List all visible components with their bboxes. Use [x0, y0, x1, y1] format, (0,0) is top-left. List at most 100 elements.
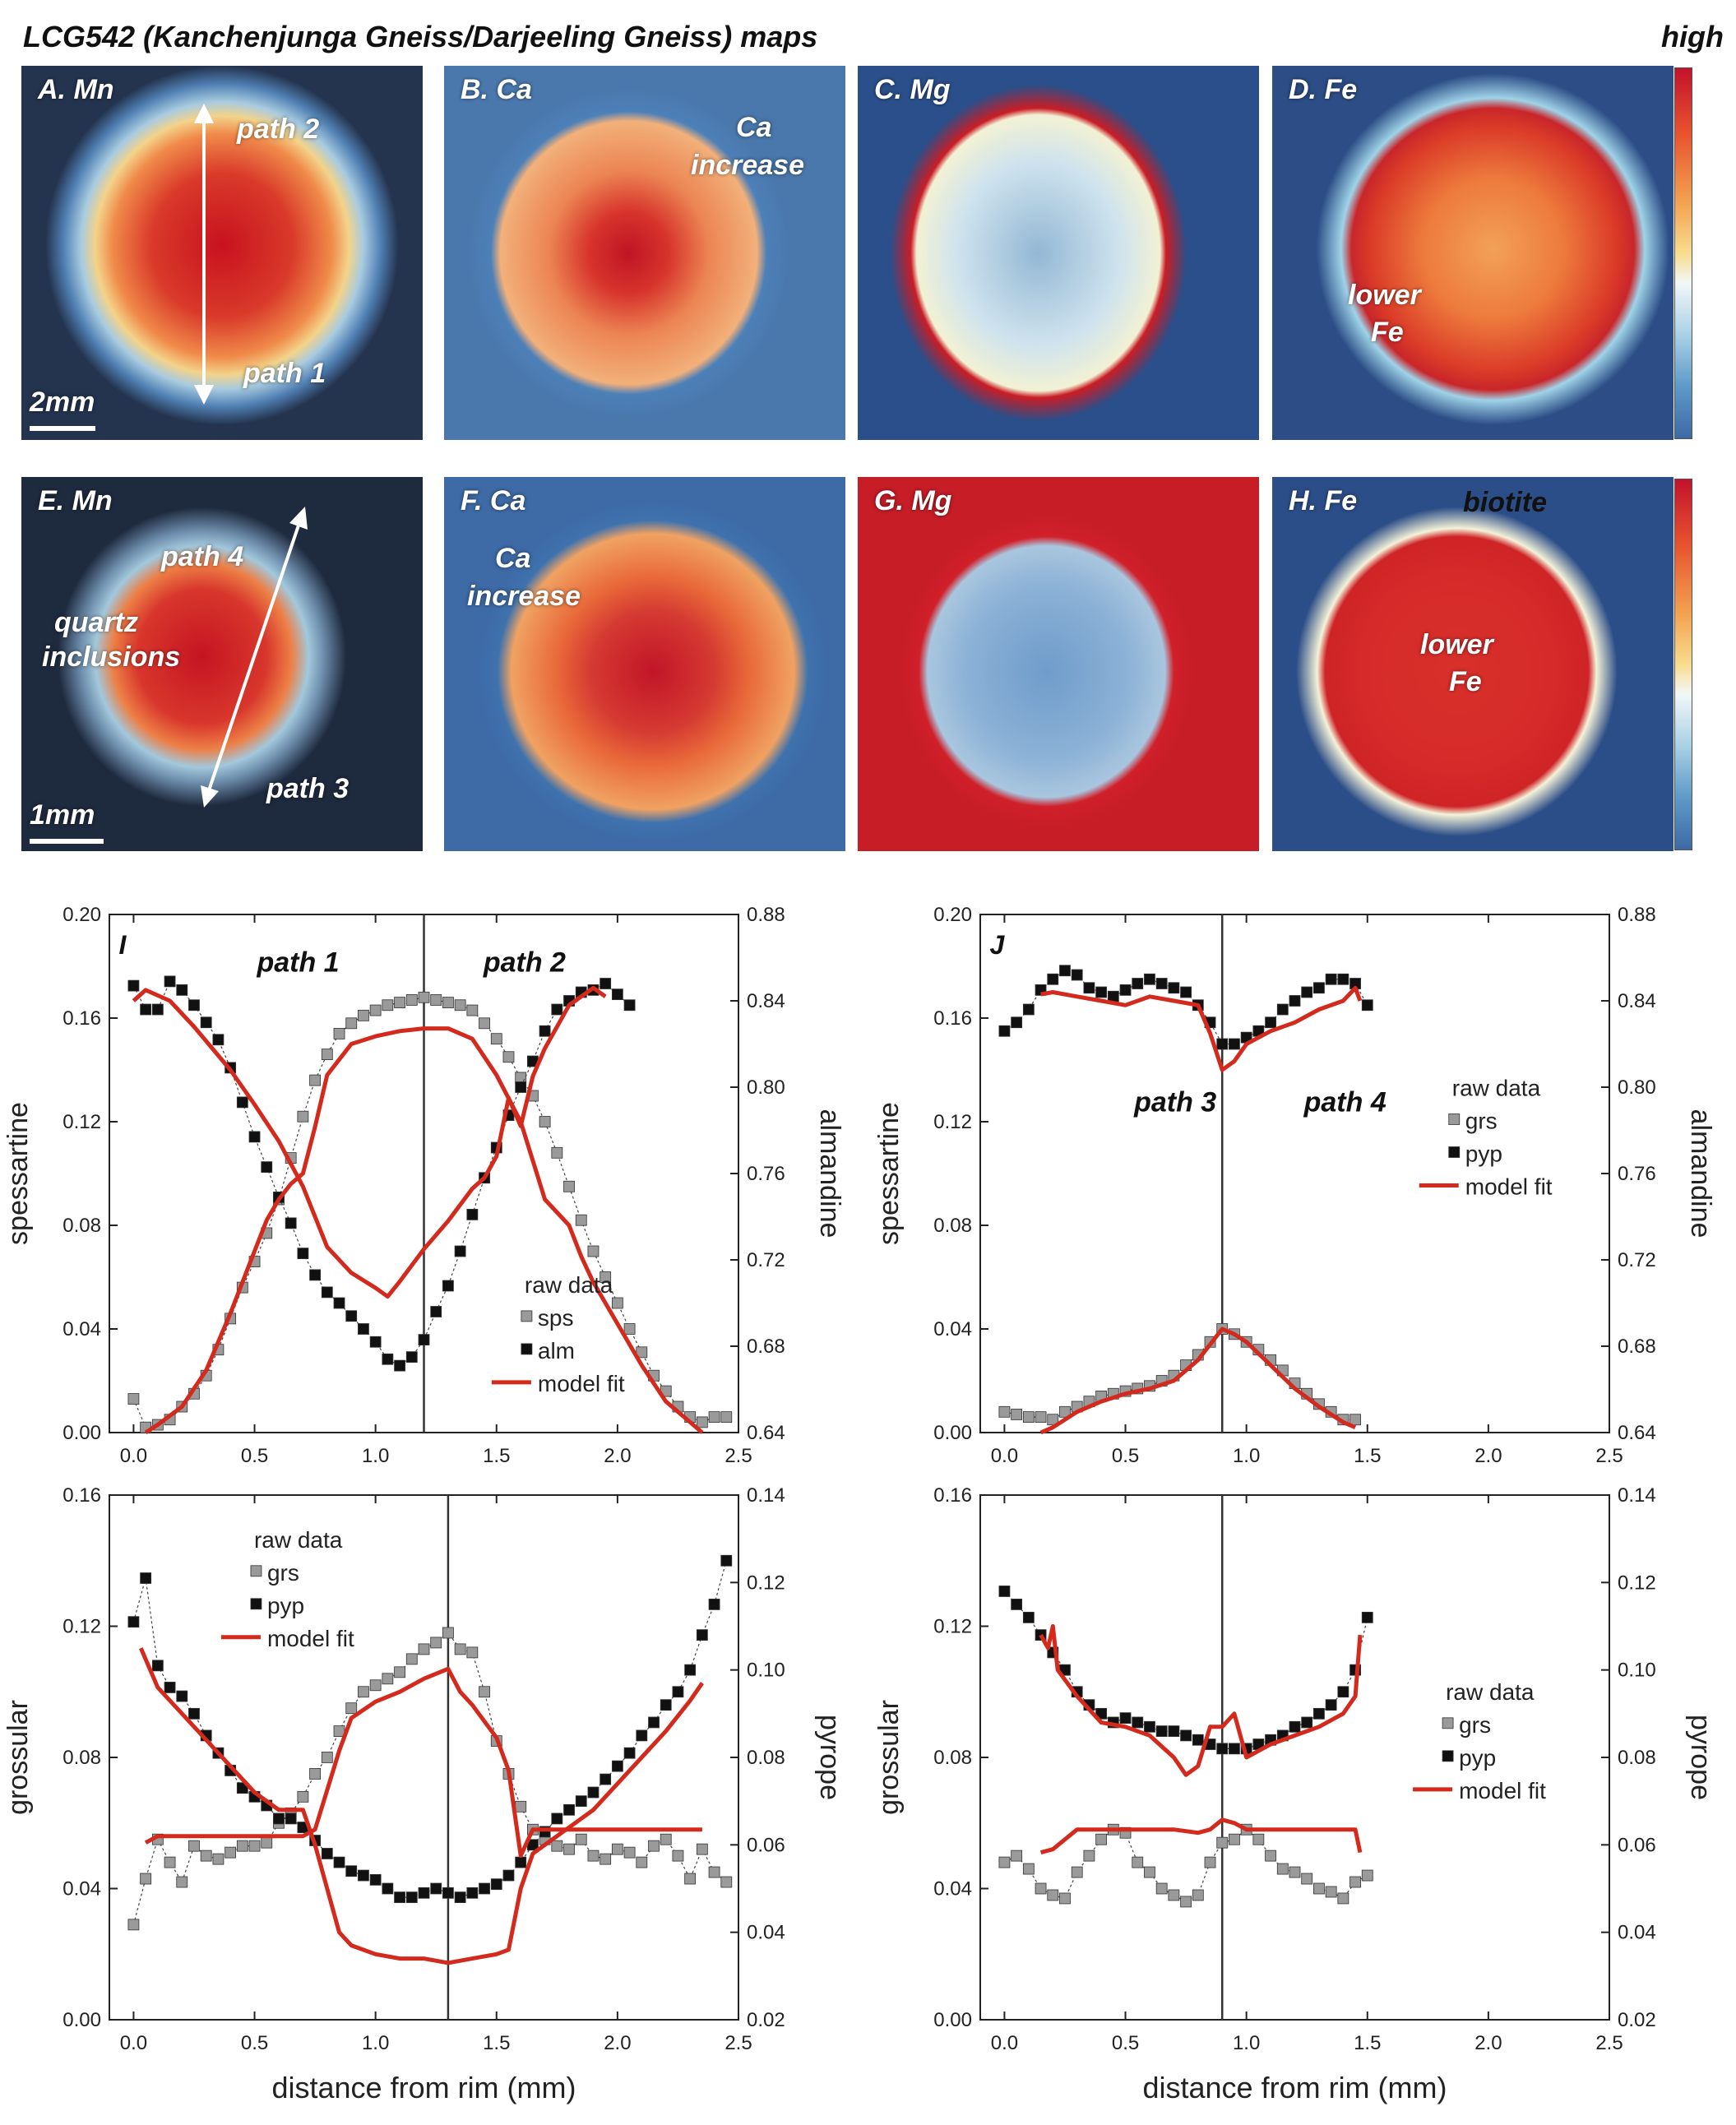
legend-title: raw data [525, 1272, 613, 1298]
data-point-grs [1083, 1396, 1095, 1408]
data-point-pyp [1083, 982, 1095, 994]
data-point-grs [684, 1873, 697, 1885]
path-arrows-e [201, 507, 308, 808]
map-a-scale-label: 2mm [30, 387, 95, 418]
data-point-pyp [333, 1856, 345, 1868]
data-point-pyp [1192, 999, 1204, 1012]
data-point-grs [490, 1735, 502, 1747]
x-axis-label: distance from rim (mm) [1142, 2071, 1447, 2104]
data-point-grs [1289, 1377, 1301, 1390]
legend-item: grs [1459, 1712, 1491, 1738]
data-point-grs [466, 1646, 479, 1659]
data-point-grs [708, 1866, 720, 1878]
y-left-axis-label: spessartine [2, 1102, 34, 1245]
map-e-scale-label: 1mm [30, 799, 95, 831]
data-point-alm [236, 1096, 248, 1109]
data-point-grs [1144, 1380, 1155, 1392]
data-point-alm [164, 975, 176, 988]
y-left-tick-label: 0.16 [933, 1007, 972, 1030]
data-point-pyp [164, 1682, 176, 1693]
data-point-grs [309, 1768, 321, 1780]
data-point-alm [466, 1208, 479, 1220]
y-right-tick-label: 0.10 [1618, 1660, 1656, 1682]
path-annotation: path 4 [1303, 1086, 1386, 1118]
data-point-grs [720, 1876, 733, 1888]
y-left-tick-label: 0.12 [933, 1111, 972, 1133]
x-axis-label: distance from rim (mm) [271, 2071, 576, 2104]
y-right-tick-label: 0.06 [1618, 1834, 1656, 1856]
plot-frame [979, 914, 1610, 1433]
map-h-fe: Fe [1449, 666, 1482, 697]
data-point-grs [321, 1752, 333, 1763]
data-point-pyp [502, 1869, 515, 1882]
legend-item: pyp [1465, 1141, 1502, 1167]
x-tick-label: 0.5 [1112, 2032, 1139, 2054]
legend-swatch-black [1442, 1750, 1454, 1762]
map-a-scalebar [30, 426, 95, 431]
raw-data-connector [132, 997, 727, 1428]
raw-data-connector [1004, 970, 1368, 1045]
data-point-alm [261, 1161, 273, 1174]
data-point-pyp [998, 1586, 1011, 1597]
y-left-tick-label: 0.12 [933, 1616, 972, 1638]
data-point-pyp [696, 1629, 708, 1641]
data-point-pyp [1216, 1743, 1229, 1755]
data-point-grs [1059, 1405, 1071, 1418]
data-point-grs [1035, 1882, 1047, 1895]
data-point-grs [1337, 1414, 1349, 1426]
path-arrows-a [194, 104, 214, 405]
data-point-alm [502, 1109, 515, 1122]
data-point-pyp [1361, 999, 1373, 1012]
data-point-pyp [140, 1572, 152, 1584]
data-point-alm [369, 1336, 382, 1348]
y-right-tick-label: 0.84 [747, 990, 785, 1012]
y-right-tick-label: 0.84 [1618, 990, 1656, 1012]
data-point-alm [454, 1245, 466, 1257]
data-point-grs [151, 1833, 164, 1845]
data-point-pyp [1155, 1725, 1168, 1738]
y-left-tick-label: 0.00 [62, 1422, 101, 1444]
data-point-grs [1361, 1869, 1373, 1882]
data-point-grs [1240, 1336, 1252, 1348]
data-point-pyp [1276, 1003, 1289, 1016]
data-point-sps [672, 1400, 684, 1413]
data-point-pyp [1265, 1734, 1276, 1746]
data-point-sps [418, 991, 430, 1003]
y-left-tick-label: 0.00 [933, 1422, 972, 1444]
data-point-grs [1192, 1349, 1204, 1361]
data-point-pyp [236, 1782, 248, 1794]
legend-title: raw data [1452, 1076, 1541, 1101]
legend-item: pyp [267, 1593, 304, 1618]
data-point-grs [1229, 1328, 1240, 1340]
y-left-tick-label: 0.20 [933, 904, 972, 926]
data-point-pyp [660, 1699, 672, 1711]
data-point-sps [261, 1227, 273, 1239]
data-point-pyp [998, 1025, 1011, 1037]
path-annotation: path 2 [483, 947, 566, 978]
data-point-alm [539, 1025, 551, 1037]
data-point-sps [309, 1074, 321, 1086]
x-tick-label: 0.5 [241, 2032, 268, 2054]
data-point-pyp [1229, 1038, 1240, 1050]
data-point-sps [285, 1152, 297, 1164]
data-point-grs [1011, 1409, 1023, 1420]
chart-i-bottom: 0.0 0.5 1.0 1.5 2.0 2.5 0.00 0.04 0.08 0.12 0.16 0.… [2, 1484, 845, 2104]
data-point-grs [539, 1833, 551, 1845]
chart-j-bottom: 0.0 0.5 1.0 1.5 2.0 2.5 0.00 0.04 0.08 0.12 0.16 0.… [873, 1484, 1716, 2104]
map-b-increase: increase [691, 150, 804, 181]
y-right-tick-label: 0.04 [747, 1922, 785, 1944]
x-tick-label: 0.5 [1112, 1445, 1139, 1467]
data-point-alm [611, 988, 623, 1001]
data-point-pyp [1180, 1729, 1192, 1742]
data-point-sps [394, 997, 405, 1008]
data-point-grs [1276, 1863, 1289, 1875]
data-point-pyp [188, 1707, 200, 1720]
data-point-grs [285, 1807, 297, 1819]
data-point-grs [1119, 1385, 1132, 1397]
data-point-sps [454, 999, 466, 1012]
data-point-grs [382, 1673, 394, 1685]
data-point-sps [623, 1323, 636, 1335]
x-tick-label: 2.5 [1595, 2032, 1623, 2054]
data-point-sps [188, 1387, 200, 1400]
path-annotation: path 3 [1133, 1086, 1216, 1118]
